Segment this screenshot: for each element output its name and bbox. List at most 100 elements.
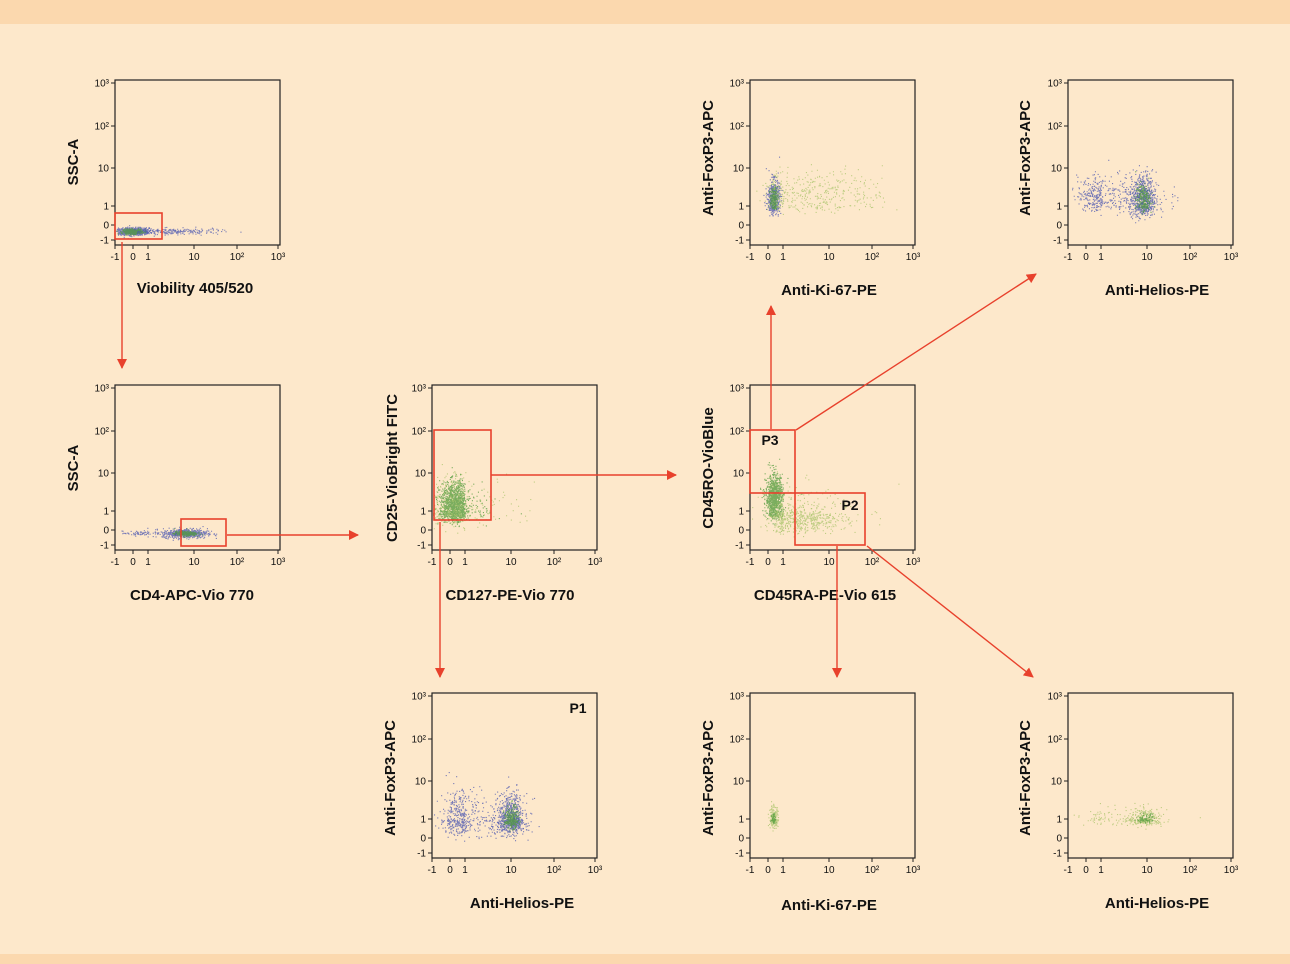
x-tick-label: 1 xyxy=(1098,252,1104,263)
x-tick-label: 10² xyxy=(547,557,562,568)
scatter-points xyxy=(752,458,900,538)
cluster-0 xyxy=(763,156,783,217)
x-tick-label: 10² xyxy=(230,557,245,568)
cluster-2 xyxy=(121,530,177,537)
x-tick-label: 10³ xyxy=(1224,252,1239,263)
scatter-points xyxy=(434,772,540,842)
gate-viability-0 xyxy=(114,212,163,240)
x-tick-label: 10³ xyxy=(271,252,286,263)
x-tick-label: 10² xyxy=(547,865,562,876)
y-tick-label: 10² xyxy=(95,122,110,133)
cluster-0 xyxy=(1117,802,1170,830)
x-tick-label: 10 xyxy=(1141,252,1153,263)
gate-label-p1: P1 xyxy=(569,700,586,716)
x-tick-label: 1 xyxy=(145,252,151,263)
x-axis-label: Anti-Ki-67-PE xyxy=(781,897,877,914)
x-tick-label: 10² xyxy=(230,252,245,263)
y-axis-label: Anti-FoxP3-APC xyxy=(1017,100,1034,216)
y-tick-label: 10² xyxy=(95,427,110,438)
y-tick-label: 10 xyxy=(415,777,427,788)
y-tick-label: 10 xyxy=(733,777,745,788)
plot-frame xyxy=(1067,692,1234,859)
cluster-2 xyxy=(756,164,898,215)
scatter-points xyxy=(121,526,218,541)
y-tick-label: -1 xyxy=(417,849,426,860)
y-tick-label: 0 xyxy=(420,526,426,537)
y-tick-label: 10 xyxy=(1051,777,1063,788)
y-tick-label: -1 xyxy=(100,541,109,552)
x-tick-label: 10³ xyxy=(906,865,921,876)
x-tick-label: 10³ xyxy=(588,865,603,876)
y-tick-label: 10² xyxy=(412,735,427,746)
x-tick-label: 1 xyxy=(462,865,468,876)
cluster-0 xyxy=(433,467,522,528)
gate-cd45-0 xyxy=(749,429,796,494)
x-tick-label: 10 xyxy=(1141,865,1153,876)
x-tick-label: 10² xyxy=(1183,865,1198,876)
y-tick-label: 1 xyxy=(738,507,744,518)
x-tick-label: 10 xyxy=(823,865,835,876)
x-tick-label: -1 xyxy=(1064,252,1073,263)
x-tick-label: -1 xyxy=(746,557,755,568)
cluster-1 xyxy=(172,528,204,538)
x-tick-label: 0 xyxy=(1083,865,1089,876)
y-tick-label: 10 xyxy=(415,469,427,480)
y-axis-label: Anti-FoxP3-APC xyxy=(700,100,717,216)
plot-frame xyxy=(114,384,281,551)
y-tick-label: 0 xyxy=(420,834,426,845)
cluster-2 xyxy=(134,226,242,236)
x-tick-label: 1 xyxy=(145,557,151,568)
y-axis-label: Anti-FoxP3-APC xyxy=(1017,720,1034,836)
y-tick-label: 0 xyxy=(738,526,744,537)
cluster-1 xyxy=(116,227,147,236)
y-tick-label: 10 xyxy=(98,164,110,175)
y-tick-label: -1 xyxy=(417,541,426,552)
x-tick-label: 1 xyxy=(462,557,468,568)
bottom-band xyxy=(0,954,1290,964)
x-axis-label: CD4-APC-Vio 770 xyxy=(130,587,254,604)
y-tick-label: 1 xyxy=(738,202,744,213)
x-tick-label: -1 xyxy=(111,252,120,263)
x-tick-label: 0 xyxy=(765,252,771,263)
y-tick-label: 10 xyxy=(98,469,110,480)
x-tick-label: -1 xyxy=(1064,865,1073,876)
y-tick-label: 10³ xyxy=(730,79,745,90)
cluster-1 xyxy=(770,812,777,824)
x-tick-label: 10 xyxy=(823,557,835,568)
cluster-2 xyxy=(434,772,536,842)
x-tick-label: 10 xyxy=(823,252,835,263)
x-tick-label: 10² xyxy=(865,557,880,568)
x-axis-label: Anti-Helios-PE xyxy=(1105,282,1209,299)
y-axis-label: CD45RO-VioBlue xyxy=(700,407,717,528)
cluster-1 xyxy=(765,491,881,538)
arrow-p3-to-helios xyxy=(795,273,1037,431)
y-tick-label: 10² xyxy=(1048,122,1063,133)
x-axis-label: CD45RA-PE-Vio 615 xyxy=(754,587,896,604)
y-tick-label: 10³ xyxy=(412,692,427,703)
plot-frame xyxy=(749,79,916,246)
cluster-2 xyxy=(1072,159,1179,216)
scatter-points xyxy=(116,225,242,240)
y-tick-label: 10³ xyxy=(730,692,745,703)
x-tick-label: 10³ xyxy=(588,557,603,568)
x-tick-label: 10² xyxy=(865,252,880,263)
x-tick-label: 0 xyxy=(130,252,136,263)
y-tick-label: -1 xyxy=(1053,849,1062,860)
plot-frame xyxy=(1067,79,1234,246)
y-tick-label: 1 xyxy=(103,202,109,213)
y-tick-label: 1 xyxy=(420,507,426,518)
y-tick-label: 0 xyxy=(103,526,109,537)
y-tick-label: 10³ xyxy=(95,79,110,90)
y-tick-label: 1 xyxy=(1056,815,1062,826)
y-tick-label: -1 xyxy=(735,236,744,247)
y-tick-label: 0 xyxy=(738,834,744,845)
y-tick-label: -1 xyxy=(735,541,744,552)
y-tick-label: 1 xyxy=(103,507,109,518)
y-axis-label: Anti-FoxP3-APC xyxy=(700,720,717,836)
x-tick-label: 0 xyxy=(765,865,771,876)
y-tick-label: 1 xyxy=(420,815,426,826)
